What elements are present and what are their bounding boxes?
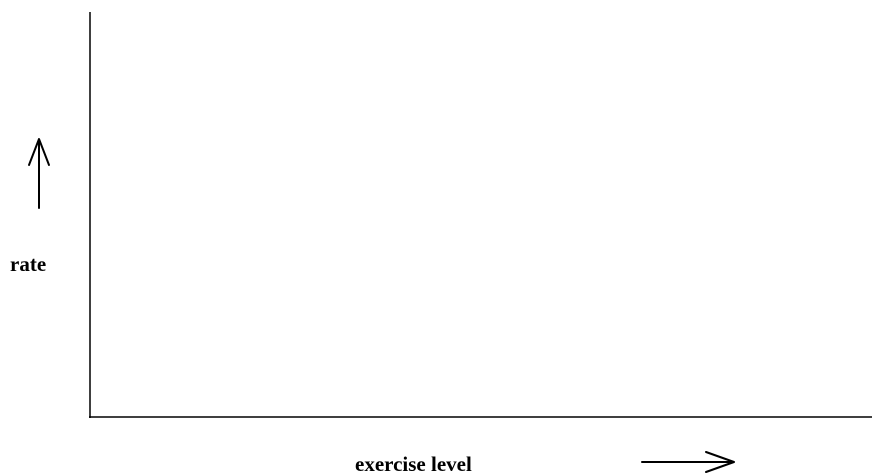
y-direction-arrow-icon [28,138,50,209]
x-direction-arrow-icon [641,451,735,473]
x-axis-label: exercise level [355,452,472,476]
y-axis-label: rate [10,252,46,276]
